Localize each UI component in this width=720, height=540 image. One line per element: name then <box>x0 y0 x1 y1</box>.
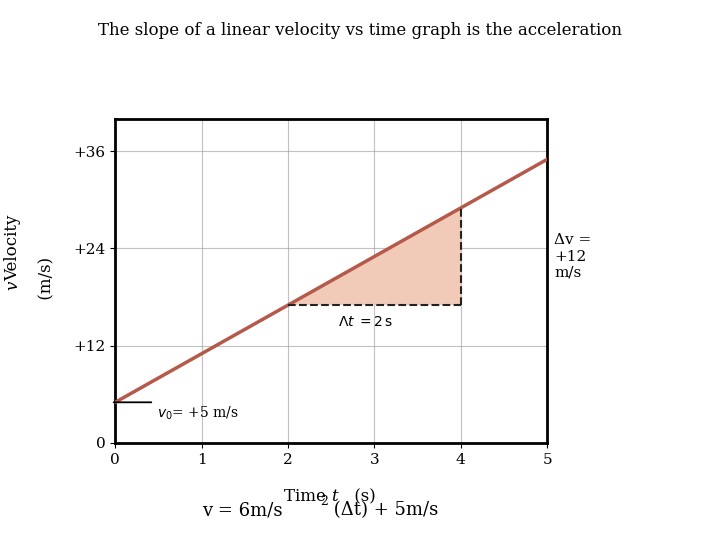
Text: t: t <box>331 488 338 505</box>
Text: v = 6m/s: v = 6m/s <box>202 501 282 519</box>
Text: Velocity: Velocity <box>4 209 22 281</box>
Text: v: v <box>4 281 22 290</box>
Text: (Δt) + 5m/s: (Δt) + 5m/s <box>328 501 438 519</box>
Text: Δv =
+12
m/s: Δv = +12 m/s <box>554 233 592 280</box>
Polygon shape <box>288 208 461 305</box>
Text: $\Lambda t\;=2\,\mathrm{s}$: $\Lambda t\;=2\,\mathrm{s}$ <box>338 315 393 329</box>
Text: (s): (s) <box>349 488 376 505</box>
Text: Time: Time <box>284 488 331 505</box>
Text: $v_0$= +5 m/s: $v_0$= +5 m/s <box>157 405 238 422</box>
Text: 2: 2 <box>320 495 328 508</box>
Text: The slope of a linear velocity vs time graph is the acceleration: The slope of a linear velocity vs time g… <box>98 22 622 38</box>
Text: (m/s): (m/s) <box>38 256 55 305</box>
